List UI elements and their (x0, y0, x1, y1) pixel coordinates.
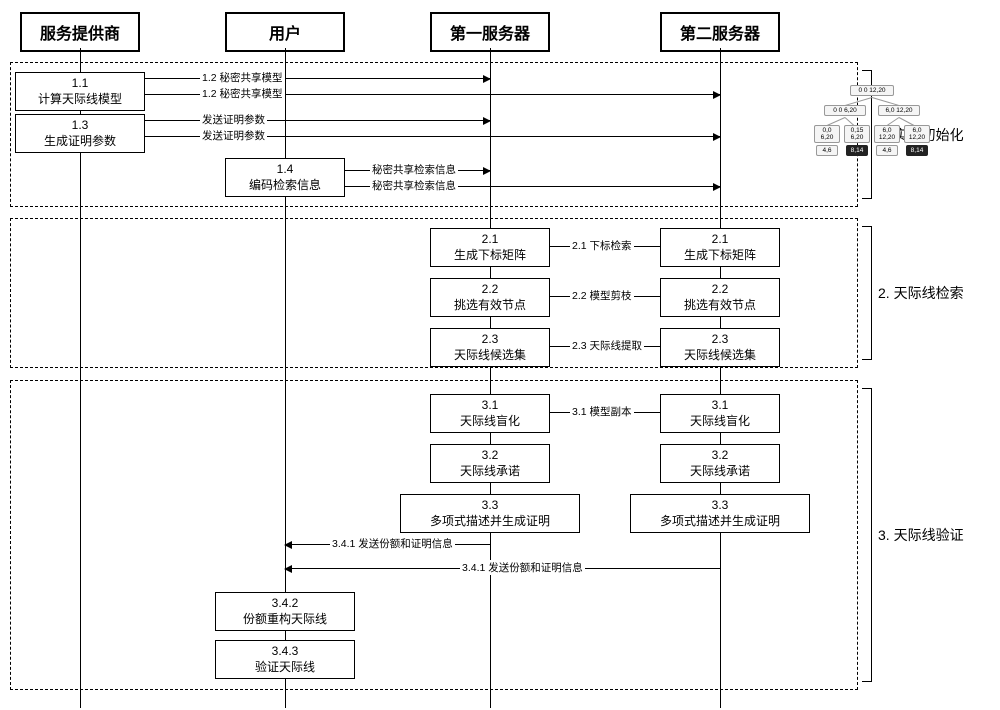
step-s32b: 3.2天际线承诺 (660, 444, 780, 483)
message-label-1: 1.2 秘密共享模型 (200, 86, 285, 101)
step-s22b: 2.2挑选有效节点 (660, 278, 780, 317)
message-label-7: 2.2 模型剪枝 (570, 288, 634, 303)
step-s33a: 3.3多项式描述并生成证明 (400, 494, 580, 533)
message-1 (80, 94, 720, 95)
step-s23b: 2.3天际线候选集 (660, 328, 780, 367)
message-label-4: 秘密共享检索信息 (370, 162, 458, 177)
step-s21a: 2.1生成下标矩阵 (430, 228, 550, 267)
message-label-9: 3.1 模型副本 (570, 404, 634, 419)
message-label-8: 2.3 天际线提取 (570, 338, 644, 353)
actor-user: 用户 (225, 12, 345, 52)
phase-label-retrieval: 2. 天际线检索 (878, 283, 964, 303)
message-label-11: 3.4.1 发送份额和证明信息 (460, 560, 585, 575)
step-s22a: 2.2挑选有效节点 (430, 278, 550, 317)
step-s31b: 3.1天际线盲化 (660, 394, 780, 433)
step-s21b: 2.1生成下标矩阵 (660, 228, 780, 267)
actor-provider: 服务提供商 (20, 12, 140, 52)
message-label-6: 2.1 下标检索 (570, 238, 634, 253)
step-s31a: 3.1天际线盲化 (430, 394, 550, 433)
step-s13: 1.3生成证明参数 (15, 114, 145, 153)
actor-server2: 第二服务器 (660, 12, 780, 52)
phase-bracket-verify (862, 388, 872, 682)
phase-bracket-retrieval (862, 226, 872, 360)
message-label-10: 3.4.1 发送份额和证明信息 (330, 536, 455, 551)
step-s14: 1.4编码检索信息 (225, 158, 345, 197)
tree-graphic: 0 0 12,200 0 6,206,0 12,200,0 6,200,15 6… (812, 85, 932, 155)
message-label-2: 发送证明参数 (200, 112, 267, 127)
message-5 (285, 186, 720, 187)
actor-server1: 第一服务器 (430, 12, 550, 52)
message-label-0: 1.2 秘密共享模型 (200, 70, 285, 85)
step-s32a: 3.2天际线承诺 (430, 444, 550, 483)
step-s33b: 3.3多项式描述并生成证明 (630, 494, 810, 533)
message-label-5: 秘密共享检索信息 (370, 178, 458, 193)
message-3 (80, 136, 720, 137)
message-label-3: 发送证明参数 (200, 128, 267, 143)
step-s11: 1.1计算天际线模型 (15, 72, 145, 111)
step-s343: 3.4.3验证天际线 (215, 640, 355, 679)
phase-label-verify: 3. 天际线验证 (878, 525, 964, 545)
step-s23a: 2.3天际线候选集 (430, 328, 550, 367)
step-s342: 3.4.2份额重构天际线 (215, 592, 355, 631)
